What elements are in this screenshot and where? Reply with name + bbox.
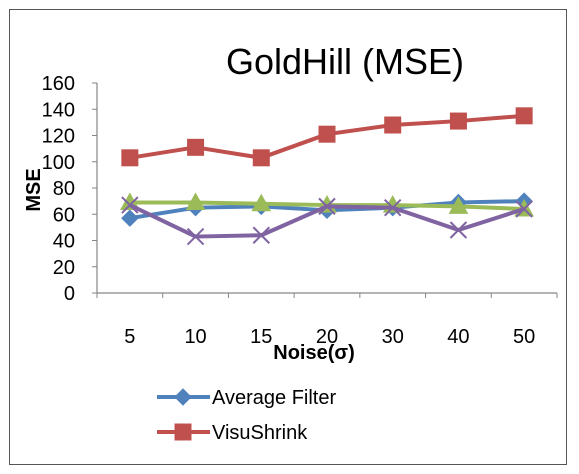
data-point-series-3 [251,193,272,212]
y-tick-label: 100 [42,152,75,174]
legend: Average Filter VisuShrink [157,387,336,444]
data-point-visushrink [449,112,467,130]
data-point-series-3 [448,196,469,214]
data-point-series-4 [449,221,468,239]
data-point-series-4 [384,198,402,217]
series-visushrink [121,107,533,167]
data-point-average-filter [121,209,139,227]
x-tick-label: 5 [124,326,135,348]
legend-marker [174,388,192,406]
legend-item-visushrink: VisuShrink [157,422,308,444]
data-point-series-3 [185,192,206,210]
data-point-visushrink [187,138,205,156]
data-point-visushrink [515,107,533,125]
data-point-series-4-stroke [449,221,468,239]
x-tick-label: 10 [184,326,206,348]
y-tick-label: 20 [53,257,75,279]
x-tick-label: 30 [382,326,404,348]
data-point-series-4-stroke [318,197,336,216]
data-point-visushrink [384,116,402,134]
data-point-visushrink [318,125,336,143]
series-layer [120,107,534,246]
data-point-series-4-stroke [121,196,139,214]
data-point-visushrink [252,149,270,167]
data-point-series-4 [186,227,205,246]
y-tick-label: 0 [64,283,75,305]
chart-title: GoldHill (MSE) [226,41,464,82]
legend-item-average-filter: Average Filter [157,387,336,409]
x-tick-label: 40 [447,326,469,348]
x-axis-title: Noise(σ) [273,342,354,364]
y-tick-label: 120 [42,126,75,148]
y-tick-label: 140 [42,99,75,121]
data-point-series-4 [121,196,139,214]
data-point-series-4 [515,200,533,218]
y-axis-title: MSE [23,168,45,211]
y-tick-label: 80 [53,178,75,200]
series-series-4 [121,196,533,246]
data-point-series-4-stroke [515,200,533,218]
x-tick-label: 50 [513,326,535,348]
legend-marker [174,423,192,441]
legend-label: VisuShrink [212,422,308,444]
x-tick-label: 20 [316,326,338,348]
x-tick-label: 15 [250,326,272,348]
x-axis-ticks: 5 10 15 20 30 40 50 [96,293,558,348]
legend-label: Average Filter [212,387,336,409]
chart-frame [9,9,567,465]
data-point-series-4-stroke [186,227,205,246]
y-tick-label: 40 [53,231,75,253]
data-point-series-4 [318,197,336,216]
y-tick-label: 160 [42,73,75,95]
data-point-series-4-stroke [384,198,402,217]
y-axis-ticks: 0 20 40 60 80 100 120 140 160 [42,73,97,305]
data-point-series-4-stroke [252,226,270,244]
plot-axes [96,83,557,294]
y-tick-label: 60 [53,204,75,226]
data-point-series-4 [252,226,270,244]
data-point-visushrink [121,149,139,167]
